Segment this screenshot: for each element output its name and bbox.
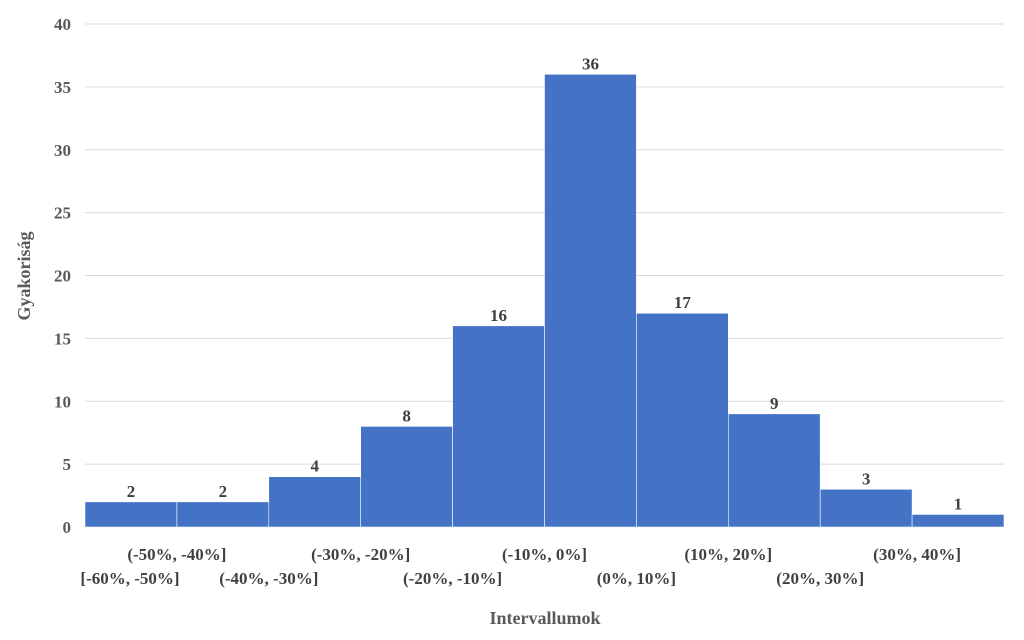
y-tick-label: 10 [54,392,71,411]
data-label: 1 [954,494,963,513]
y-tick-label: 40 [54,15,71,34]
y-tick-label: 35 [54,78,71,97]
data-label: 9 [770,394,779,413]
data-label: 8 [402,406,411,425]
data-label: 4 [311,457,320,476]
y-axis-title: Gyakoriság [14,231,34,320]
bar [452,325,545,528]
x-axis-title: Intervallumok [489,608,600,628]
x-category-label: (-50%, -40%] [127,545,226,564]
x-axis-category-labels: [-60%, -50%] (-50%, -40%] (-40%, -30%] (-30… [80,545,961,588]
bar [636,312,729,528]
y-tick-label: 30 [54,141,71,160]
x-category-label: (-30%, -20%] [311,545,410,564]
data-label: 17 [674,293,692,312]
x-category-label: (-40%, -30%] [219,569,318,588]
data-label: 2 [127,482,136,501]
bar [84,501,178,528]
x-category-label: (10%, 20%] [684,545,772,564]
y-tick-label: 25 [54,204,71,223]
x-category-label: (30%, 40%] [873,545,961,564]
bar [727,413,821,528]
data-label: 2 [219,482,228,501]
data-label: 36 [582,54,599,73]
x-category-label: (-10%, 0%] [502,545,587,564]
bars [84,74,1005,528]
bar [819,488,913,528]
y-tick-label: 20 [54,267,71,286]
x-category-label: (-20%, -10%] [403,569,502,588]
bar [911,514,1005,528]
bar [268,476,361,528]
x-category-label: (0%, 10%] [597,569,676,588]
data-label: 16 [490,306,507,325]
data-labels: 2 2 4 8 16 36 17 9 3 1 [127,54,963,513]
y-tick-label: 0 [63,518,72,537]
bar [544,74,637,528]
x-category-label: [-60%, -50%] [80,569,179,588]
y-tick-label: 5 [63,455,72,474]
bar [360,426,453,528]
data-label: 3 [862,469,871,488]
x-category-label: (20%, 30%] [776,569,864,588]
y-axis-ticks: 0 5 10 15 20 25 30 35 40 [54,15,71,537]
y-tick-label: 15 [54,329,71,348]
bar [176,501,270,528]
